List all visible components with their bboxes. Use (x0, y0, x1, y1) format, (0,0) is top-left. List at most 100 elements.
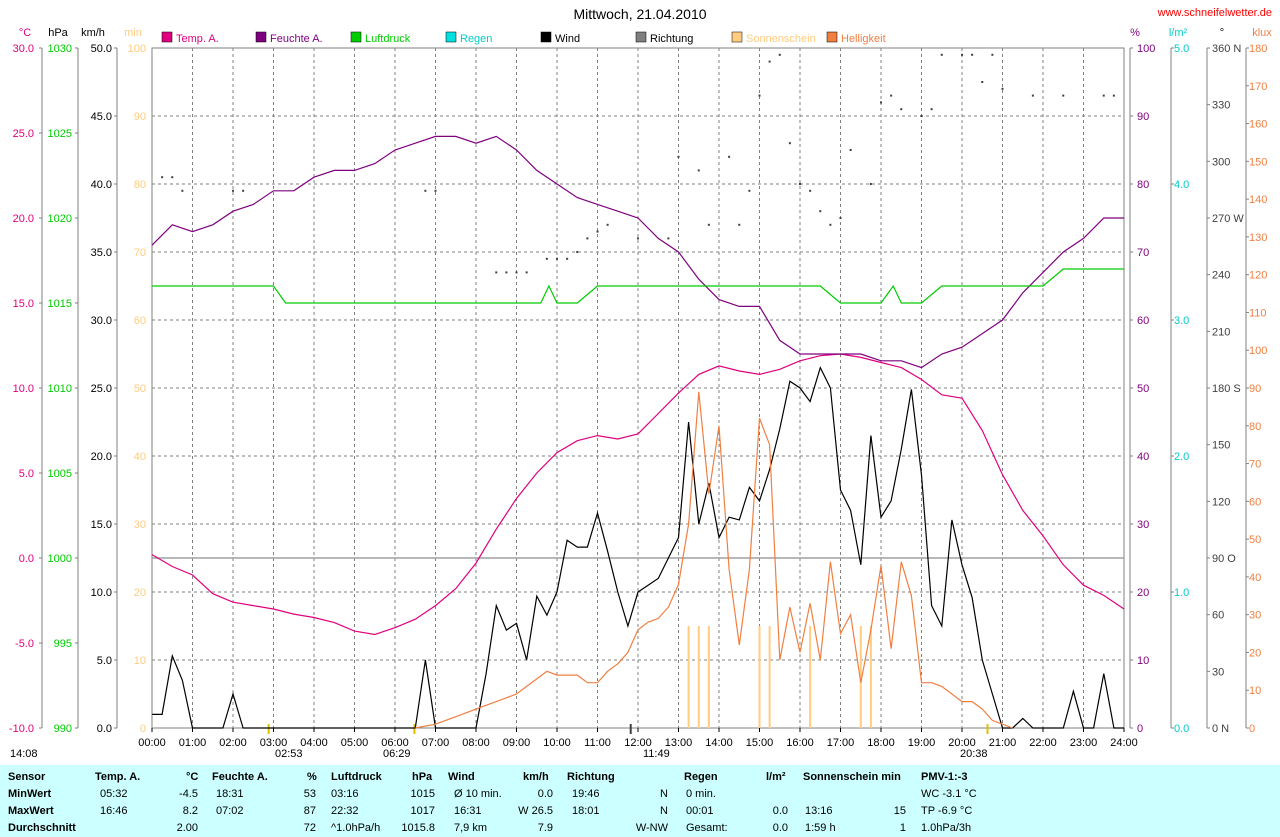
lux-unit-label: klux (1252, 27, 1272, 39)
hum-dot (596, 230, 599, 233)
x-tick-label: 21:00 (989, 737, 1017, 749)
stats-hum-value: 72 (303, 822, 316, 834)
press-tick-label: 1005 (48, 468, 72, 480)
wind-tick-label: 50.0 (91, 43, 112, 55)
press-tick-label: 1000 (48, 553, 72, 565)
stats-sun-time: 1:59 h (805, 822, 836, 834)
stats-temp-time: 05:32 (100, 788, 128, 800)
x-tick-label: 09:00 (503, 737, 531, 749)
stats-sun-value: 15 (893, 805, 906, 817)
hum-dot (586, 237, 589, 240)
lux-tick-label: 30 (1249, 610, 1261, 622)
lux-tick-label: 20 (1249, 647, 1261, 659)
legend-label: Helligkeit (841, 33, 886, 45)
event-markers: 14:08 02:53 06:29 11:49 20:38 (10, 748, 988, 760)
dir-tick-label: 240 (1212, 270, 1230, 282)
stats-hum-value: 53 (303, 788, 316, 800)
hum-dot (1001, 87, 1004, 90)
dir-tick-label: 300 (1212, 156, 1230, 168)
stats-hum-value: 87 (303, 805, 316, 817)
stats-header-sun: Sonnenschein min (803, 771, 901, 783)
hum-dot (181, 189, 184, 192)
stats-wind-value: W 26.5 (518, 805, 553, 817)
stats-wind-value: 0.0 (537, 788, 553, 800)
press-tick-label: 1015 (48, 298, 72, 310)
dir-tick-label: 60 (1212, 610, 1224, 622)
lux-tick-label: 10 (1249, 685, 1261, 697)
press-tick-label: 995 (54, 638, 72, 650)
x-tick-label: 05:00 (341, 737, 369, 749)
stats-header-temp: Temp. A. (95, 771, 141, 783)
hum-dot (1062, 94, 1065, 97)
hum-tick-label: 10 (1137, 655, 1149, 667)
stats-header-rain-unit: l/m² (766, 771, 786, 783)
series-line-temp (151, 353, 1125, 636)
hum-dot (556, 257, 558, 260)
wind-unit-label: km/h (81, 27, 105, 39)
hum-dot (495, 271, 498, 274)
stats-row-label: MinWert (8, 788, 52, 800)
x-tick-label: 07:00 (422, 737, 450, 749)
stats-header-wind-unit: km/h (523, 771, 549, 783)
stats-rain-time: Gesamt: (686, 822, 728, 834)
hum-dot (677, 155, 680, 158)
x-tick-label: 22:00 (1029, 737, 1057, 749)
dir-tick-label: 180 S (1212, 383, 1241, 395)
sun_min-tick-label: 30 (134, 519, 146, 531)
hum-dot (232, 189, 234, 192)
stats-wind-time: 7,9 km (454, 822, 488, 834)
hum-dot (981, 81, 984, 83)
event-sunset-label: 20:38 (960, 748, 988, 760)
hum-dot (1102, 94, 1105, 97)
stats-sun-time: 13:16 (805, 805, 833, 817)
legend-swatch (350, 31, 362, 43)
stats-pmv-value: 1.0hPa/3h (921, 822, 972, 834)
wind-tick-label: 15.0 (91, 519, 112, 531)
lux-tick-label: 170 (1249, 81, 1267, 93)
x-tick-label: 23:00 (1070, 737, 1098, 749)
stats-press-value: 1015 (410, 788, 435, 800)
wind-tick-label: 0.0 (97, 723, 112, 735)
dir-tick-label: 120 (1212, 496, 1230, 508)
legend-swatch (635, 31, 647, 43)
series-lines (151, 135, 1125, 729)
stats-pmv-value: WC -3.1 °C (921, 788, 977, 800)
stats-dir-value: W-NW (635, 822, 668, 834)
lux-tick-label: 180 (1249, 43, 1267, 55)
hum-dot (545, 257, 548, 260)
hum-dot (991, 53, 994, 56)
hum-tick-label: 40 (1137, 451, 1149, 463)
stats-rain-time: 00:01 (686, 805, 714, 817)
sun_min-tick-label: 20 (134, 587, 146, 599)
legend-label: Sonnenschein (746, 33, 816, 45)
hum-tick-label: 20 (1137, 587, 1149, 599)
lux-tick-label: 130 (1249, 232, 1267, 244)
hum-dot (1112, 94, 1115, 97)
rain-unit-label: l/m² (1169, 27, 1188, 39)
stats-hum-time: 18:31 (216, 788, 244, 800)
hum-tick-label: 0 (1137, 723, 1143, 735)
chart-title: Mittwoch, 21.04.2010 (573, 6, 706, 22)
lux-tick-label: 70 (1249, 459, 1261, 471)
hum-dot (738, 223, 741, 226)
dir-tick-label: 0 N (1212, 723, 1229, 735)
x-tick-label: 04:00 (300, 737, 328, 749)
hum-dot (606, 223, 609, 226)
stats-sun-value: 1 (899, 822, 906, 834)
site-link[interactable]: www.schneifelwetter.de (1157, 7, 1272, 19)
dir-unit-label: ° (1220, 27, 1224, 39)
temp-unit-label: °C (19, 27, 31, 39)
hum-dot (930, 108, 933, 111)
series-line-wind (152, 365, 1124, 729)
x-tick-label: 02:00 (219, 737, 247, 749)
dir-tick-label: 210 (1212, 326, 1230, 338)
sun_min-tick-label: 80 (134, 179, 146, 191)
legend-swatch (826, 31, 838, 43)
lux-tick-label: 40 (1249, 572, 1261, 584)
hum-dot (667, 237, 670, 240)
hum-tick-label: 90 (1137, 111, 1149, 123)
temp-tick-label: 10.0 (13, 383, 34, 395)
hum-dot (748, 189, 751, 192)
legend: Temp. A. Feuchte A. Luftdruck Regen Wind Rich… (161, 31, 886, 45)
legend-swatch (540, 31, 552, 43)
